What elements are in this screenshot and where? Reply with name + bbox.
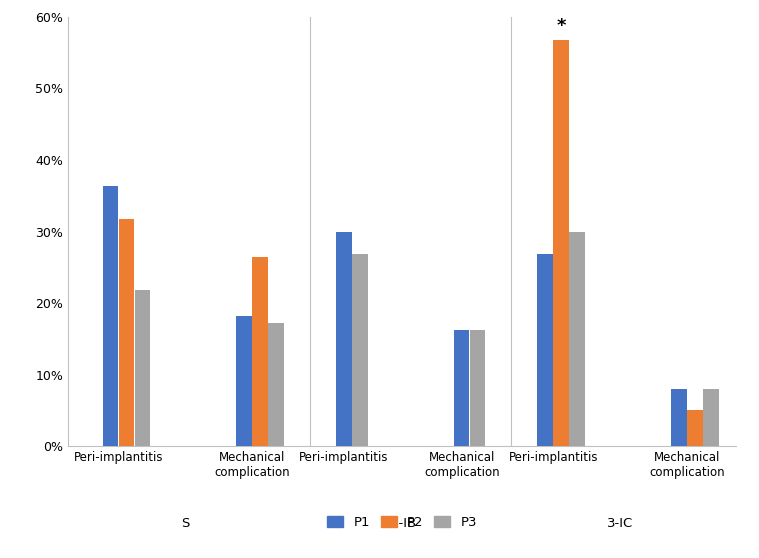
Bar	[569, 232, 585, 446]
Text: 3-IC: 3-IC	[607, 517, 633, 530]
Bar	[470, 330, 486, 446]
Bar	[553, 40, 569, 446]
Bar	[454, 330, 469, 446]
Bar	[537, 254, 553, 446]
Text: *: *	[556, 17, 566, 35]
Bar	[253, 257, 268, 446]
Bar	[336, 232, 351, 446]
Bar	[687, 410, 703, 446]
Bar	[237, 316, 252, 446]
Bar	[269, 323, 284, 446]
Text: 2-IB: 2-IB	[390, 517, 416, 530]
Bar	[102, 186, 118, 446]
Bar	[352, 254, 367, 446]
Bar	[118, 219, 134, 446]
Bar	[134, 290, 150, 446]
Text: S: S	[181, 517, 190, 530]
Legend: P1, P2, P3: P1, P2, P3	[322, 511, 483, 535]
Bar	[671, 389, 687, 446]
Bar	[703, 389, 719, 446]
